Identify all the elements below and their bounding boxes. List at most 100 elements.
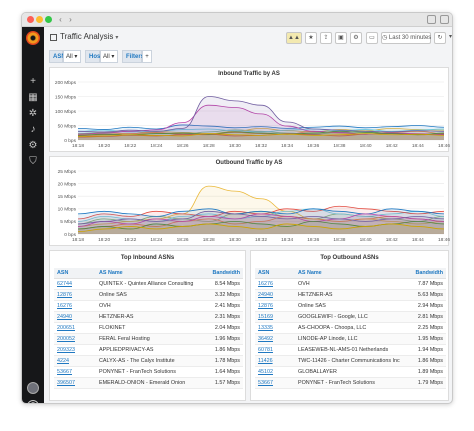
table-row[interactable]: 36492 LINODE-AP Linode, LLC 1.95 Mbps <box>255 333 446 346</box>
as-name-cell: Online SAS <box>96 289 201 301</box>
shield-icon[interactable]: ⛉ <box>29 156 37 167</box>
asn-link[interactable]: 209323 <box>57 347 75 354</box>
table-row[interactable]: 24940 HETZNER-AS 2.31 Mbps <box>54 311 243 323</box>
avatar[interactable] <box>27 382 39 394</box>
share-button[interactable]: ⇪ <box>320 32 332 44</box>
inbound-traffic-chart[interactable]: 200 Mbps 150 Mbps 100 Mbps 50 Mbps 0 bps18:1… <box>50 68 450 153</box>
x-tick-label: 18:32 <box>255 237 267 243</box>
plus-icon[interactable]: + <box>30 76 36 87</box>
table-row[interactable]: 16276 OVH 7.87 Mbps <box>255 278 446 290</box>
table-row[interactable]: 200651 FLOKINET 2.04 Mbps <box>54 322 243 334</box>
asn-link[interactable]: 60781 <box>258 347 273 354</box>
column-header-as-name[interactable]: AS Name <box>295 268 406 279</box>
asn-link[interactable]: 36492 <box>258 336 273 343</box>
table-row[interactable]: 200052 FERAL Feral Hosting 1.96 Mbps <box>54 333 243 346</box>
time-picker-button[interactable]: ◷ Last 30 minutes <box>381 32 431 44</box>
asn-link[interactable]: 12876 <box>57 291 72 298</box>
table-row[interactable]: 209323 APPLIEDPRIVACY-AS 1.86 Mbps <box>54 344 243 357</box>
refresh-interval-dropdown[interactable]: ▾ <box>448 34 452 40</box>
series-line-5[interactable] <box>77 124 445 130</box>
bandwidth-cell: 2.25 Mbps <box>406 322 446 334</box>
series-line-7[interactable] <box>77 210 445 225</box>
series-line-1[interactable] <box>77 185 445 227</box>
settings-button[interactable]: ⚙ <box>350 32 362 44</box>
asn-link[interactable]: 16276 <box>57 302 72 309</box>
asn-link[interactable]: 24940 <box>57 313 72 320</box>
asn-link[interactable]: 4224 <box>57 358 69 365</box>
table-row[interactable]: 12876 Online SAS 3.32 Mbps <box>54 289 243 301</box>
star-button[interactable]: ★ <box>305 32 317 44</box>
zoom-window-button[interactable] <box>45 16 52 23</box>
series-line-9[interactable] <box>77 133 445 137</box>
asn-link[interactable]: 15169 <box>258 313 273 320</box>
bandwidth-cell: 2.31 Mbps <box>201 311 243 323</box>
tv-mode-button[interactable]: ▭ <box>366 32 378 44</box>
add-panel-button[interactable]: ▲▲ <box>286 32 302 44</box>
grafana-logo-icon[interactable] <box>26 31 40 45</box>
asn-link[interactable]: 200052 <box>57 336 75 343</box>
table-row[interactable]: 24940 HETZNER-AS 5.63 Mbps <box>255 289 446 301</box>
asn-variable-select[interactable]: All ▾ <box>63 50 81 63</box>
table-row[interactable]: 13335 AS-CHOOPA - Choopa, LLC 2.25 Mbps <box>255 322 446 334</box>
table-row[interactable]: 12876 Online SAS 2.94 Mbps <box>255 300 446 312</box>
asn-link[interactable]: 53667 <box>57 369 72 376</box>
as-name-cell: OVH <box>96 300 201 312</box>
table-row[interactable]: 60781 LEASEWEB-NL-AMS-01 Netherlands 1.94 … <box>255 344 446 357</box>
column-header-as-name[interactable]: AS Name <box>96 268 201 279</box>
series-line-7[interactable] <box>77 96 445 133</box>
asn-link[interactable]: 45102 <box>258 369 273 376</box>
table-row[interactable]: 45102 GLOBALLAYER 1.89 Mbps <box>255 366 446 379</box>
explore-icon[interactable]: ✲ <box>28 108 38 119</box>
series-line-6[interactable] <box>77 213 445 227</box>
asn-link[interactable]: 200651 <box>57 324 75 331</box>
new-tab-icon[interactable] <box>440 15 449 24</box>
table-row[interactable]: 53667 PONYNET - FranTech Solutions 1.64 Mb… <box>54 366 243 379</box>
series-line-3[interactable] <box>77 215 445 230</box>
minimize-window-button[interactable] <box>36 16 43 23</box>
table-row[interactable]: 11426 TWC-11426 - Charter Communications … <box>255 355 446 368</box>
forward-icon[interactable]: › <box>69 15 72 24</box>
asn-link[interactable]: 396507 <box>57 380 75 387</box>
table-row[interactable]: 15169 GOOGLEWIFI - Google, LLC 2.81 Mbps <box>255 311 446 323</box>
table-row[interactable]: 16276 OVH 2.41 Mbps <box>54 300 243 312</box>
dashboard-title[interactable]: Traffic Analysis ▾ <box>60 32 118 41</box>
top-inbound-title[interactable]: Top Inbound ASNs <box>120 255 175 261</box>
save-button[interactable]: ▣ <box>335 32 347 44</box>
alerting-icon[interactable]: ♪ <box>30 124 36 135</box>
asn-link[interactable]: 62744 <box>57 280 72 287</box>
bandwidth-cell: 1.94 Mbps <box>406 344 446 357</box>
back-icon[interactable]: ‹ <box>59 15 62 24</box>
asn-link[interactable]: 53667 <box>258 380 273 387</box>
column-header-asn[interactable]: ASN <box>54 268 96 279</box>
refresh-button[interactable]: ↻ <box>434 32 446 44</box>
asn-link[interactable]: 24940 <box>258 291 273 298</box>
series-line-2[interactable] <box>77 128 445 133</box>
asn-link[interactable]: 13335 <box>258 324 273 331</box>
outbound-traffic-title[interactable]: Outbound Traffic by AS <box>215 160 283 166</box>
host-variable-select[interactable]: All ▾ <box>100 50 118 63</box>
close-window-button[interactable] <box>27 16 34 23</box>
configuration-icon[interactable]: ⚙ <box>28 140 38 151</box>
x-tick-label: 18:18 <box>72 237 84 243</box>
help-icon[interactable]: ? <box>27 400 39 403</box>
table-row[interactable]: 53667 PONYNET - FranTech Solutions 1.79 Mb… <box>255 377 446 390</box>
x-tick-label: 18:24 <box>150 143 162 149</box>
column-header-asn[interactable]: ASN <box>255 268 295 279</box>
share-page-icon[interactable] <box>427 15 436 24</box>
dashboards-icon[interactable]: ▦ <box>28 92 38 103</box>
column-header-bandwidth[interactable]: Bandwidth <box>201 268 243 279</box>
asn-link[interactable]: 16276 <box>258 280 273 287</box>
asn-link[interactable]: 11426 <box>258 358 273 365</box>
add-filter-button[interactable]: + <box>142 50 152 63</box>
series-line-5[interactable] <box>77 208 445 217</box>
table-row[interactable]: 62744 QUINTEX - Quintex Alliance Consulti… <box>54 278 243 290</box>
top-outbound-title[interactable]: Top Outbound ASNs <box>320 255 379 261</box>
asn-link[interactable]: 12876 <box>258 302 273 309</box>
table-row[interactable]: 396507 EMERALD-ONION - Emerald Onion 1.57 … <box>54 377 243 390</box>
series-line-9[interactable] <box>77 223 445 232</box>
table-row[interactable]: 4224 CALYX-AS - The Calyx Institute 1.78 M… <box>54 355 243 368</box>
inbound-traffic-title[interactable]: Inbound Traffic by AS <box>218 71 280 77</box>
series-line-3[interactable] <box>77 130 445 137</box>
column-header-bandwidth[interactable]: Bandwidth <box>406 268 446 279</box>
